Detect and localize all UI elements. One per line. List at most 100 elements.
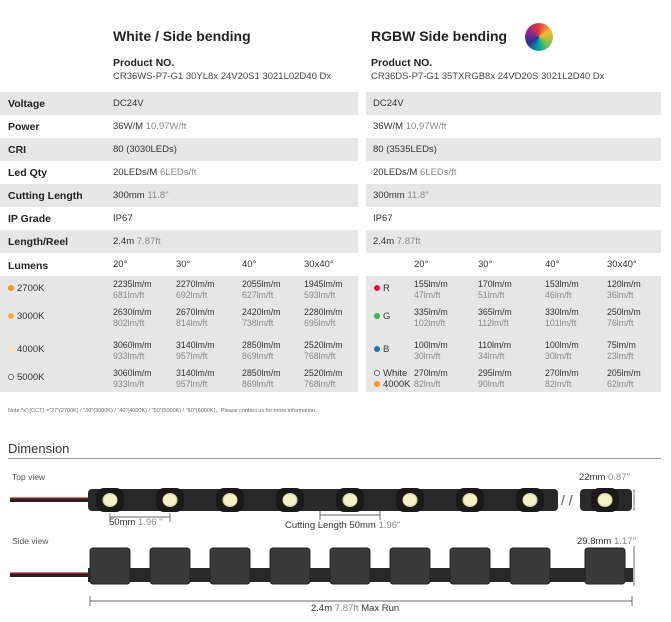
- lumen-per-m: 2850lm/m: [242, 368, 281, 378]
- value-main: 2.4m: [113, 236, 135, 247]
- lumen-per-m: 3140lm/m: [176, 368, 215, 378]
- spec-label: Led Qty: [8, 167, 48, 179]
- lumen-cell: 3140lm/m 957lm/ft: [176, 340, 215, 362]
- value-main: 20LEDs/M: [113, 167, 158, 178]
- lumen-cell: 2850lm/m 869lm/ft: [242, 340, 281, 362]
- lumen-per-ft: 802lm/ft: [113, 318, 145, 328]
- angle-header: 30x40°: [607, 259, 637, 270]
- led-chip: [222, 493, 238, 507]
- cct-label: 2700K: [8, 283, 44, 294]
- lumen-cell: 153lm/m 46lm/ft: [545, 279, 579, 301]
- led-chip: [597, 493, 613, 507]
- value-main: 20LEDs/M: [373, 167, 418, 178]
- lumen-cell: 2670lm/m 814lm/ft: [176, 307, 215, 329]
- lumen-per-ft: 23lm/ft: [607, 351, 634, 361]
- cct-note: Note:"x":(CCT) ="27"(2700K) / "30"(3000K…: [8, 408, 317, 414]
- spec-row-length-reel: Length/Reel 2.4m 7.87ft 2.4m 7.87ft: [0, 230, 671, 253]
- value-main: DC24V: [113, 98, 144, 109]
- lumen-cell: 100lm/m 30lm/ft: [545, 340, 579, 362]
- led-module-block: [269, 547, 311, 585]
- lumen-per-m: 2420lm/m: [242, 307, 281, 317]
- spec-row-cutting-length: Cutting Length 300mm 11.8'' 300mm 11.8'': [0, 184, 671, 207]
- lumen-per-m: 2280lm/m: [304, 307, 343, 317]
- lumen-cell: 3060lm/m 933lm/ft: [113, 368, 152, 390]
- lumen-per-ft: 76lm/ft: [607, 318, 634, 328]
- value-sub: 11.8'': [147, 190, 169, 201]
- side-view-blocks: [89, 547, 626, 585]
- color-dot-icon: [8, 346, 14, 353]
- cct-text: 3000K: [17, 311, 45, 322]
- cct-text: White: [383, 368, 408, 379]
- width-dimension: 22mm 0.87'': [579, 472, 630, 483]
- value-main: 300mm: [373, 190, 405, 201]
- top-strip-body: [88, 489, 558, 511]
- spec-white-value: 80 (3030LEDs): [113, 144, 177, 155]
- cutting-dimension: Cutting Length 50mm 1.96'': [285, 520, 401, 531]
- cct-text: B: [383, 344, 390, 355]
- cct-label: B: [374, 344, 389, 355]
- lumen-per-ft: 90lm/ft: [478, 379, 505, 389]
- top-view-leds: [96, 488, 619, 512]
- lumen-cell: 155lm/m 47lm/ft: [414, 279, 448, 301]
- height-dimension: 29.8mm 1.17'': [577, 536, 636, 547]
- spec-rgbw-value: 2.4m 7.87ft: [373, 236, 421, 247]
- lumen-per-m: 100lm/m: [414, 340, 448, 350]
- lumen-per-ft: 82lm/ft: [545, 379, 572, 389]
- spec-white-value: DC24V: [113, 98, 144, 109]
- lumen-cell: 205lm/m 62lm/ft: [607, 368, 641, 390]
- angle-header: 20°: [113, 259, 128, 270]
- angle-header: 30°: [478, 259, 493, 270]
- dim-main: Cutting Length 50mm: [285, 520, 376, 531]
- row-bg: [0, 92, 358, 115]
- value-sub: 10.97W/ft: [405, 121, 447, 132]
- lumen-per-ft: 627lm/ft: [242, 290, 274, 300]
- cct-text: 2700K: [17, 283, 45, 294]
- value-main: 2.4m: [373, 236, 395, 247]
- angle-header: 40°: [545, 259, 560, 270]
- cct-label: G: [374, 311, 390, 322]
- value-main: 36W/M: [373, 121, 404, 132]
- cct-label: 5000K: [8, 372, 44, 383]
- value-sub: 6LEDs/ft: [160, 167, 197, 178]
- angle-header: 40°: [242, 259, 257, 270]
- spec-rgbw-value: 36W/M 10.97W/ft: [373, 121, 446, 132]
- spec-rgbw-value: DC24V: [373, 98, 404, 109]
- angle-header: 30x40°: [304, 259, 334, 270]
- lumen-per-ft: 101lm/ft: [545, 318, 577, 328]
- lumen-cell: 270lm/m 82lm/ft: [545, 368, 579, 390]
- value-sub: 10.97W/ft: [145, 121, 187, 132]
- dim-main: 22mm: [579, 472, 606, 483]
- cct-text: 5000K: [17, 372, 45, 383]
- cct-text: G: [383, 311, 391, 322]
- lumen-cell: 75lm/m 23lm/ft: [607, 340, 636, 362]
- dim-main: 50mm: [109, 517, 136, 528]
- led-module-block: [509, 547, 551, 585]
- lumen-cell: 170lm/m 51lm/ft: [478, 279, 512, 301]
- lumen-cell: 3060lm/m 933lm/ft: [113, 340, 152, 362]
- lumen-per-ft: 869lm/ft: [242, 351, 274, 361]
- cct-text: R: [383, 283, 390, 294]
- lumen-per-m: 270lm/m: [545, 368, 579, 378]
- lumen-per-ft: 933lm/ft: [113, 351, 145, 361]
- lumen-per-ft: 30lm/ft: [414, 351, 441, 361]
- value-main: 300mm: [113, 190, 145, 201]
- white-product-label: Product NO.: [113, 57, 175, 69]
- dim-sub: 1.96'': [378, 520, 401, 531]
- value-main: DC24V: [373, 98, 404, 109]
- spec-row-ip-grade: IP Grade IP67 IP67: [0, 207, 671, 230]
- cct-text: 4000K: [17, 344, 45, 355]
- led-module-block: [584, 547, 626, 585]
- white-product-code: CR36WS-P7-G1 30YL8x 24V20S1 3021L02D40 D…: [113, 71, 332, 82]
- lumen-cell: 110lm/m 34lm/ft: [478, 340, 511, 362]
- led-chip: [102, 493, 118, 507]
- white-section-title: White / Side bending: [113, 28, 251, 44]
- dimension-title: Dimension: [8, 441, 70, 456]
- spec-row-power: Power 36W/M 10.97W/ft 36W/M 10.97W/ft: [0, 115, 671, 138]
- dim-main: 2.4m: [311, 603, 333, 614]
- spec-rgbw-value: IP67: [373, 213, 393, 224]
- cct-text: 4000K: [383, 379, 411, 390]
- lumen-cell: 2630lm/m 802lm/ft: [113, 307, 152, 329]
- rgbw-section-title: RGBW Side bending: [371, 28, 508, 44]
- lumen-per-ft: 768lm/ft: [304, 351, 336, 361]
- spec-white-value: 20LEDs/M 6LEDs/ft: [113, 167, 196, 178]
